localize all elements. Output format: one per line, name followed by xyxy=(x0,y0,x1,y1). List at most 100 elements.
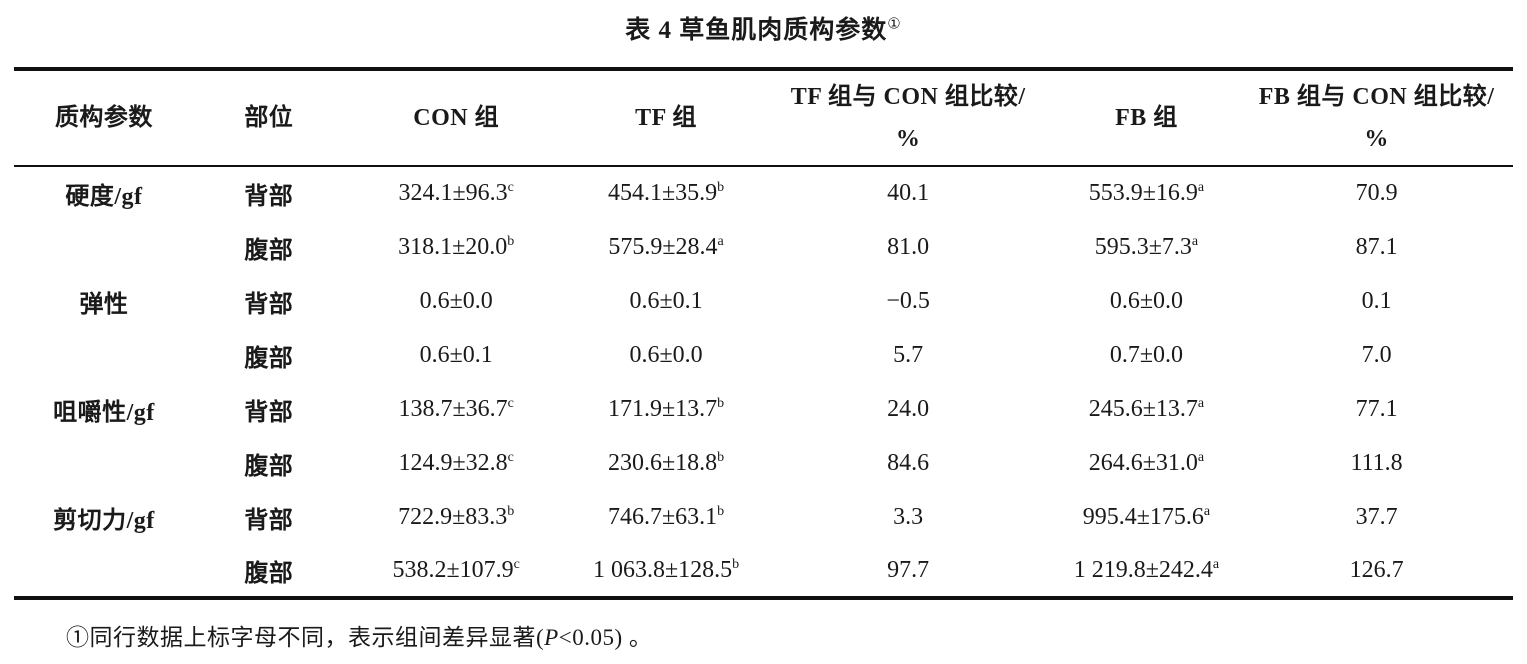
cell-parameter xyxy=(14,436,194,490)
cell-tf-vs-con: −0.5 xyxy=(886,287,930,314)
value: 324.1±96.3 xyxy=(398,180,508,206)
cell-parameter: 剪切力/gf xyxy=(53,507,155,534)
cell-fb-vs-con: 0.1 xyxy=(1361,287,1392,314)
cell-fb-vs-con: 70.9 xyxy=(1355,180,1398,206)
cell-tf-value: 746.7±63.1b xyxy=(569,490,764,544)
significance-superscript: c xyxy=(513,556,520,572)
value: 1 063.8±128.5 xyxy=(592,556,733,583)
cell-part: 腹部 xyxy=(244,560,294,587)
cell-con-value: 138.7±36.7c xyxy=(344,382,569,436)
cell-parameter xyxy=(14,328,194,382)
value: 264.6±31.0 xyxy=(1088,449,1198,476)
col-header-fb: FB 组 xyxy=(1052,69,1241,167)
cell-parameter: 硬度/gf xyxy=(65,184,143,210)
table-row: 腹部 538.2±107.9c 1 063.8±128.5b 97.7 1 21… xyxy=(14,544,1513,598)
significance-superscript: a xyxy=(1191,233,1199,249)
cell-part: 腹部 xyxy=(244,237,294,264)
value: 171.9±13.7 xyxy=(607,395,718,422)
cell-fb-vs-con: 111.8 xyxy=(1350,449,1403,476)
cell-tf-value: 171.9±13.7b xyxy=(569,382,764,436)
table-row: 腹部 318.1±20.0b 575.9±28.4a 81.0 595.3±7.… xyxy=(14,220,1513,274)
cell-tf-value: 0.6±0.1 xyxy=(569,274,764,328)
col-header-tf-vs-con-line1: TF 组与 CON 组比较/ xyxy=(790,84,1026,110)
value: 595.3±7.3 xyxy=(1094,233,1192,260)
table-row: 剪切力/gf 背部 722.9±83.3b 746.7±63.1b 3.3 99… xyxy=(14,490,1513,544)
cell-con-value: 0.6±0.1 xyxy=(344,328,569,382)
value: 245.6±13.7 xyxy=(1088,395,1198,422)
cell-part: 腹部 xyxy=(244,345,294,372)
table-row: 硬度/gf 背部 324.1±96.3c 454.1±35.9b 40.1 55… xyxy=(14,166,1513,220)
value: 575.9±28.4 xyxy=(608,233,718,260)
significance-superscript: a xyxy=(717,233,724,249)
value: 0.6±0.0 xyxy=(419,287,493,314)
table-row: 腹部 124.9±32.8c 230.6±18.8b 84.6 264.6±31… xyxy=(14,436,1513,490)
significance-superscript: c xyxy=(507,395,514,411)
cell-parameter xyxy=(14,544,194,598)
cell-tf-value: 230.6±18.8b xyxy=(569,436,764,490)
table-caption-text: 表 4 草鱼肌肉质构参数 xyxy=(625,17,888,44)
cell-parameter xyxy=(14,220,194,274)
cell-fb-value: 553.9±16.9a xyxy=(1053,166,1240,220)
cell-con-value: 318.1±20.0b xyxy=(344,220,569,274)
value: 995.4±175.6 xyxy=(1082,503,1204,530)
footnote-text-pre: ①同行数据上标字母不同，表示组间差异显著( xyxy=(66,625,545,650)
cell-con-value: 722.9±83.3b xyxy=(344,490,569,544)
cell-fb-vs-con: 37.7 xyxy=(1355,503,1398,530)
footnote-p-symbol: P xyxy=(544,625,559,650)
cell-part: 背部 xyxy=(244,184,294,210)
cell-tf-value: 575.9±28.4a xyxy=(569,220,764,274)
col-header-fb-vs-con-line1: FB 组与 CON 组比较/ xyxy=(1258,84,1495,110)
significance-superscript: b xyxy=(717,180,725,195)
cell-con-value: 538.2±107.9c xyxy=(344,544,569,598)
significance-superscript: c xyxy=(507,449,514,465)
cell-fb-value: 0.6±0.0 xyxy=(1053,274,1240,328)
col-header-parameter: 质构参数 xyxy=(14,69,194,167)
cell-fb-value: 0.7±0.0 xyxy=(1053,328,1240,382)
table-row: 咀嚼性/gf 背部 138.7±36.7c 171.9±13.7b 24.0 2… xyxy=(14,382,1513,436)
cell-tf-value: 454.1±35.9b xyxy=(569,166,764,220)
cell-tf-vs-con: 84.6 xyxy=(887,449,930,476)
col-header-fb-vs-con-line2: % xyxy=(1364,126,1389,152)
value: 0.6±0.0 xyxy=(1109,287,1184,314)
significance-superscript: b xyxy=(717,449,725,465)
cell-tf-value: 0.6±0.0 xyxy=(569,328,764,382)
significance-superscript: b xyxy=(732,556,740,572)
significance-superscript: a xyxy=(1197,180,1205,195)
col-header-tf-vs-con: TF 组与 CON 组比较/ % xyxy=(763,69,1053,167)
value: 746.7±63.1 xyxy=(607,503,718,530)
significance-superscript: b xyxy=(717,503,725,519)
value: 318.1±20.0 xyxy=(398,233,508,260)
cell-tf-vs-con: 97.7 xyxy=(887,556,930,583)
value: 0.7±0.0 xyxy=(1109,341,1184,368)
significance-superscript: a xyxy=(1197,449,1205,465)
table-footnote: ①同行数据上标字母不同，表示组间差异显著(P<0.05) 。 xyxy=(66,618,652,652)
significance-superscript: a xyxy=(1197,395,1205,411)
cell-tf-value: 1 063.8±128.5b xyxy=(569,544,764,598)
cell-fb-vs-con: 126.7 xyxy=(1349,556,1404,583)
col-header-tf: TF 组 xyxy=(568,69,764,167)
table-row: 弹性 背部 0.6±0.0 0.6±0.1 −0.5 0.6±0.0 0.1 xyxy=(14,274,1513,328)
cell-fb-value: 245.6±13.7a xyxy=(1053,382,1240,436)
cell-parameter: 弹性 xyxy=(79,291,129,318)
cell-part: 背部 xyxy=(244,399,294,426)
cell-fb-value: 995.4±175.6a xyxy=(1053,490,1240,544)
cell-fb-vs-con: 87.1 xyxy=(1355,233,1398,260)
footnote-text-post: <0.05) 。 xyxy=(558,625,653,650)
table-caption: 表 4 草鱼肌肉质构参数① xyxy=(0,10,1527,46)
significance-superscript: b xyxy=(507,233,515,249)
value: 0.6±0.1 xyxy=(629,287,703,314)
cell-part: 背部 xyxy=(244,507,294,534)
table-caption-footnote-marker: ① xyxy=(887,16,902,33)
value: 0.6±0.0 xyxy=(629,341,703,368)
cell-fb-value: 595.3±7.3a xyxy=(1053,220,1240,274)
cell-tf-vs-con: 5.7 xyxy=(893,341,924,368)
value: 538.2±107.9 xyxy=(392,556,514,583)
significance-superscript: a xyxy=(1212,556,1220,572)
value: 722.9±83.3 xyxy=(398,503,508,530)
value: 0.6±0.1 xyxy=(419,341,493,368)
header-row: 质构参数 部位 CON 组 TF 组 TF 组与 CON 组比较/ % FB 组… xyxy=(14,69,1513,167)
cell-con-value: 0.6±0.0 xyxy=(344,274,569,328)
value: 230.6±18.8 xyxy=(607,449,718,476)
value: 1 219.8±242.4 xyxy=(1073,556,1213,583)
